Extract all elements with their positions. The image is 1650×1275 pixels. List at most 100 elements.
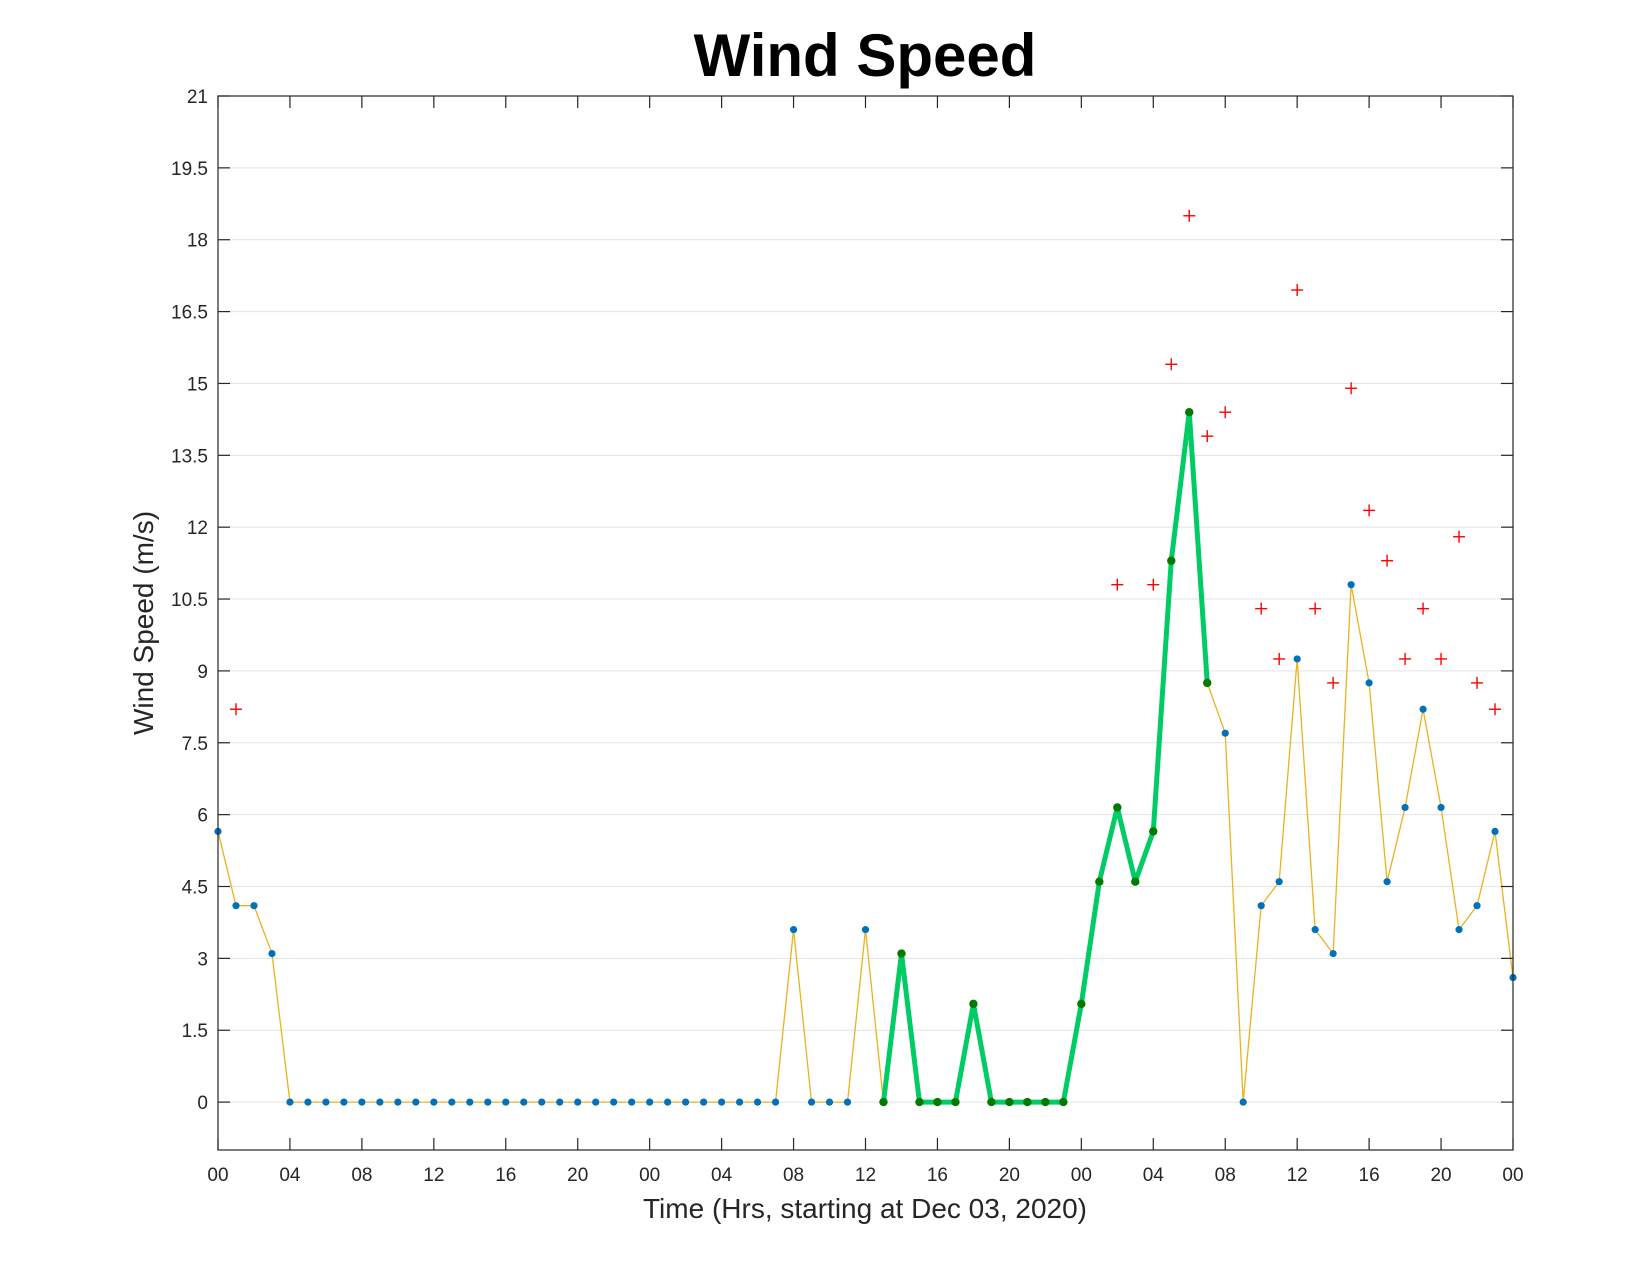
gust-point — [1183, 209, 1196, 222]
wind-speed-point — [664, 1098, 672, 1106]
wind-speed-point — [592, 1098, 600, 1106]
highlight-point — [1203, 678, 1212, 688]
wind-speed-point — [412, 1098, 420, 1106]
gust-point — [1273, 652, 1286, 665]
wind-speed-point — [394, 1098, 402, 1106]
gust-point — [1147, 578, 1160, 591]
highlight-point — [1041, 1097, 1050, 1107]
wind-speed-point — [1455, 926, 1463, 934]
gust-point — [1453, 530, 1466, 543]
gust-point — [1201, 430, 1214, 443]
x-tick-label: 20 — [999, 1165, 1020, 1186]
wind-speed-point — [304, 1098, 312, 1106]
gust-point — [1219, 406, 1232, 419]
highlight-point — [987, 1097, 996, 1107]
wind-speed-point — [484, 1098, 492, 1106]
wind-speed-point — [232, 902, 240, 910]
gust-point — [1345, 382, 1358, 395]
wind-speed-point — [286, 1098, 294, 1106]
highlight-point — [879, 1097, 888, 1107]
wind-speed-point — [358, 1098, 366, 1106]
x-tick-label: 16 — [1359, 1165, 1380, 1186]
grid-layer — [218, 95, 1513, 1103]
wind-speed-point — [610, 1098, 618, 1106]
gust-point — [1363, 504, 1376, 517]
y-tick-label: 13.5 — [171, 446, 208, 467]
x-tick-label: 12 — [423, 1165, 444, 1186]
wind-speed-point — [807, 1098, 816, 1106]
highlight-point — [1095, 877, 1104, 886]
wind-speed-point — [502, 1098, 510, 1106]
wind-speed-point — [574, 1098, 582, 1106]
gust-point — [1471, 676, 1484, 689]
x-tick-label: 12 — [1287, 1165, 1308, 1186]
x-tick-label: 20 — [567, 1165, 588, 1186]
x-tick-label: 16 — [495, 1165, 516, 1186]
wind-speed-point — [322, 1098, 330, 1106]
y-tick-label: 1.5 — [182, 1021, 208, 1042]
y-tick-label: 12 — [187, 518, 208, 539]
highlight-point — [1059, 1097, 1068, 1107]
gust-point — [1255, 602, 1268, 615]
gust-point — [1417, 602, 1430, 615]
x-tick-label: 08 — [1215, 1165, 1236, 1186]
x-tick-label: 00 — [207, 1165, 228, 1186]
x-tick-label: 04 — [1143, 1165, 1165, 1186]
wind-speed-point — [646, 1098, 654, 1106]
highlight-point — [1185, 408, 1194, 417]
highlight-point — [1131, 877, 1140, 886]
x-tick-label: 08 — [351, 1165, 372, 1186]
y-tick-label: 4.5 — [182, 878, 208, 899]
gust-point — [229, 703, 242, 716]
gust-point — [1327, 676, 1340, 689]
x-axis-label: Time (Hrs, starting at Dec 03, 2020) — [643, 1193, 1087, 1224]
highlight-point — [933, 1097, 942, 1107]
highlight-point — [1077, 999, 1086, 1009]
y-tick-label: 15 — [187, 374, 208, 395]
wind-speed-point — [789, 926, 798, 934]
y-tick-label: 21 — [187, 87, 208, 108]
wind-speed-point — [1365, 679, 1373, 687]
marker-layer — [214, 209, 1517, 1107]
wind-speed-point — [1473, 902, 1481, 910]
x-tick-label: 04 — [279, 1165, 301, 1186]
highlight-point — [1005, 1097, 1014, 1107]
wind-speed-point — [1401, 803, 1409, 812]
y-tick-label: 16.5 — [171, 303, 208, 324]
wind-speed-point — [1491, 827, 1499, 836]
highlight-point — [1113, 803, 1122, 812]
gust-point — [1435, 652, 1448, 665]
wind-speed-point — [268, 949, 276, 958]
wind-speed-point — [448, 1098, 456, 1106]
wind-speed-point — [340, 1098, 348, 1106]
y-tick-label: 6 — [197, 806, 208, 827]
tick-layer: 0 1.5 3 4.5 6 7.5 9 10.5 12 13.5 15 16.5 18 19.5 21 00 0… — [171, 87, 1524, 1186]
highlight-point — [1023, 1097, 1032, 1107]
gust-point — [1111, 578, 1124, 591]
wind-speed-point — [753, 1098, 762, 1106]
gust-point — [1381, 554, 1394, 567]
wind-speed-point — [376, 1098, 384, 1106]
wind-speed-point — [735, 1098, 744, 1106]
wind-speed-point — [250, 902, 258, 910]
y-axis-label: Wind Speed (m/s) — [128, 511, 159, 735]
x-tick-label: 00 — [1502, 1165, 1523, 1186]
wind-speed-point — [718, 1098, 726, 1106]
x-tick-label: 08 — [783, 1165, 804, 1186]
y-tick-label: 18 — [187, 231, 208, 252]
gust-point — [1489, 703, 1502, 716]
wind-speed-point — [538, 1098, 546, 1106]
x-tick-label: 16 — [927, 1165, 948, 1186]
wind-speed-point — [1239, 1098, 1247, 1106]
gust-point — [1291, 284, 1304, 297]
chart-title: Wind Speed — [694, 22, 1037, 89]
wind-speed-point — [1221, 729, 1229, 737]
x-tick-label: 04 — [711, 1165, 733, 1186]
wind-speed-point — [1293, 655, 1301, 663]
highlight-point — [1167, 556, 1176, 565]
wind-speed-point — [556, 1098, 564, 1106]
wind-speed-point — [1383, 878, 1391, 886]
y-tick-label: 10.5 — [171, 590, 208, 611]
